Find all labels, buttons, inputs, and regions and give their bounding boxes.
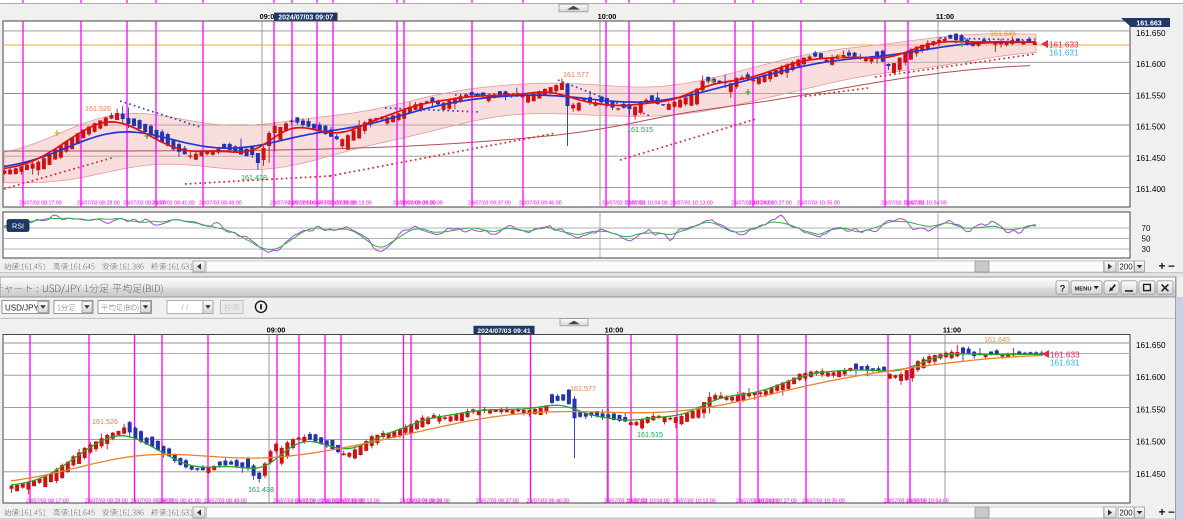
svg-text:24/07/03 10:27:00: 24/07/03 10:27:00: [749, 201, 792, 207]
svg-text:09:00: 09:00: [260, 12, 279, 21]
svg-text:50: 50: [1142, 235, 1151, 244]
svg-text:24/07/03 08:36:00: 24/07/03 08:36:00: [131, 499, 174, 505]
svg-text:24/07/03 09:02:00: 24/07/03 09:02:00: [273, 499, 316, 505]
svg-text:24/07/03 09:46:00: 24/07/03 09:46:00: [519, 201, 562, 207]
svg-text:24/07/03 09:13:00: 24/07/03 09:13:00: [329, 201, 372, 207]
svg-text:161.631: 161.631: [1050, 359, 1080, 368]
svg-text:24/07/03 10:04:00: 24/07/03 10:04:00: [627, 499, 670, 505]
svg-text:161.550: 161.550: [1136, 405, 1166, 414]
svg-text:24/07/03 08:49:00: 24/07/03 08:49:00: [204, 499, 247, 505]
svg-text:24/07/03 09:25:00: 24/07/03 09:25:00: [400, 201, 443, 207]
svg-text:161.633: 161.633: [1049, 41, 1079, 50]
svg-text:09:00: 09:00: [267, 326, 286, 335]
svg-text:161.450: 161.450: [1136, 154, 1166, 163]
svg-text:24/07/03 10:54:00: 24/07/03 10:54:00: [904, 201, 947, 207]
svg-text:24/07/03 10:01:00: 24/07/03 10:01:00: [604, 499, 647, 505]
svg-text:24/07/03 09:13:00: 24/07/03 09:13:00: [337, 499, 380, 505]
svg-text:10:00: 10:00: [605, 326, 624, 335]
svg-text:2024/07/03 09:41: 2024/07/03 09:41: [477, 328, 531, 335]
svg-text:161.633: 161.633: [1050, 351, 1080, 360]
svg-text:24/07/03 08:36:00: 24/07/03 08:36:00: [123, 201, 166, 207]
svg-text:161.650: 161.650: [1136, 29, 1166, 38]
svg-text:70: 70: [1142, 224, 1151, 233]
svg-text:24/07/03 10:27:00: 24/07/03 10:27:00: [754, 499, 797, 505]
svg-text:24/07/03 08:17:00: 24/07/03 08:17:00: [26, 499, 69, 505]
svg-text:161.500: 161.500: [1136, 438, 1166, 447]
svg-text:24/07/03 10:35:00: 24/07/03 10:35:00: [797, 201, 840, 207]
svg-text:30: 30: [1142, 245, 1151, 254]
svg-text:USD/JPY: USD/JPY: [5, 303, 39, 312]
svg-text:24/07/03 10:24:00: 24/07/03 10:24:00: [736, 499, 779, 505]
svg-text:24/07/03 08:41:00: 24/07/03 08:41:00: [152, 201, 195, 207]
svg-text:161.577: 161.577: [563, 70, 589, 79]
svg-text:161.438: 161.438: [241, 173, 267, 182]
svg-text:24/07/03 09:46:00: 24/07/03 09:46:00: [527, 499, 570, 505]
svg-text:161.526: 161.526: [92, 417, 118, 426]
svg-text:24/07/03 10:13:00: 24/07/03 10:13:00: [673, 499, 716, 505]
svg-text:24/07/03 10:13:00: 24/07/03 10:13:00: [670, 201, 713, 207]
svg-text:24/07/03 09:24:00: 24/07/03 09:24:00: [400, 499, 443, 505]
svg-text:200: 200: [1119, 262, 1133, 271]
svg-text:161.650: 161.650: [1136, 341, 1166, 350]
svg-text:24/07/03 09:24:00: 24/07/03 09:24:00: [393, 201, 436, 207]
svg-text:24/07/03 09:02:00: 24/07/03 09:02:00: [270, 201, 313, 207]
svg-text:161.600: 161.600: [1136, 373, 1166, 382]
svg-text:24/07/03 08:17:00: 24/07/03 08:17:00: [19, 201, 62, 207]
svg-text:10:00: 10:00: [598, 12, 617, 21]
svg-text:RSI: RSI: [12, 222, 24, 231]
svg-text:24/07/03 10:35:00: 24/07/03 10:35:00: [802, 499, 845, 505]
svg-text:161.400: 161.400: [1136, 185, 1166, 194]
svg-text:161.515: 161.515: [627, 125, 653, 134]
svg-text:24/07/03 10:50:00: 24/07/03 10:50:00: [881, 201, 924, 207]
svg-text:?: ?: [1060, 284, 1066, 295]
svg-text:161.631: 161.631: [1049, 49, 1079, 58]
svg-text:24/07/03 09:05:00: 24/07/03 09:05:00: [295, 499, 338, 505]
svg-text:+: +: [1159, 261, 1166, 273]
svg-text:161.645: 161.645: [990, 29, 1016, 38]
svg-text:161.577: 161.577: [570, 384, 596, 393]
svg-text:200: 200: [1119, 508, 1133, 517]
svg-text:24/07/03 09:05:00: 24/07/03 09:05:00: [288, 201, 331, 207]
svg-text:24/07/03 08:49:00: 24/07/03 08:49:00: [199, 201, 242, 207]
svg-text:161.438: 161.438: [248, 485, 274, 494]
svg-text:24/07/03 10:01:00: 24/07/03 10:01:00: [602, 201, 645, 207]
svg-text:24/07/03 09:37:00: 24/07/03 09:37:00: [468, 201, 511, 207]
svg-text:161.645: 161.645: [984, 335, 1010, 344]
svg-text:24/07/03 09:09:00: 24/07/03 09:09:00: [321, 499, 364, 505]
svg-text:24/07/03 08:41:00: 24/07/03 08:41:00: [158, 499, 201, 505]
svg-text:11:00: 11:00: [936, 12, 954, 21]
svg-text:24/07/03 08:28:00: 24/07/03 08:28:00: [77, 201, 120, 207]
svg-text:24/07/03 10:50:00: 24/07/03 10:50:00: [884, 499, 927, 505]
svg-text:24/07/03 08:28:00: 24/07/03 08:28:00: [85, 499, 128, 505]
svg-text:161.663: 161.663: [1136, 21, 1161, 28]
svg-text:2024/07/03 09:07: 2024/07/03 09:07: [278, 14, 333, 21]
svg-text:24/07/03 09:37:00: 24/07/03 09:37:00: [476, 499, 519, 505]
svg-text:161.450: 161.450: [1136, 470, 1166, 479]
svg-text:161.600: 161.600: [1136, 60, 1166, 69]
svg-text:161.526: 161.526: [85, 104, 111, 113]
svg-text:−: −: [1168, 261, 1175, 273]
svg-text:MENU: MENU: [1074, 287, 1091, 293]
svg-text:11:00: 11:00: [943, 326, 961, 335]
svg-text:−: −: [1168, 507, 1175, 519]
svg-text:+: +: [1159, 507, 1166, 519]
svg-text:/ /: / /: [182, 303, 189, 312]
svg-text:24/07/03 09:09:00: 24/07/03 09:09:00: [313, 201, 356, 207]
svg-text:161.500: 161.500: [1136, 123, 1166, 132]
svg-text:24/07/03 09:25:00: 24/07/03 09:25:00: [407, 499, 450, 505]
svg-text:24/07/03 10:54:00: 24/07/03 10:54:00: [906, 499, 949, 505]
svg-text:161.515: 161.515: [637, 430, 663, 439]
svg-text:24/07/03 10:04:00: 24/07/03 10:04:00: [625, 201, 668, 207]
svg-text:24/07/03 10:24:00: 24/07/03 10:24:00: [731, 201, 774, 207]
svg-text:161.550: 161.550: [1136, 91, 1166, 100]
